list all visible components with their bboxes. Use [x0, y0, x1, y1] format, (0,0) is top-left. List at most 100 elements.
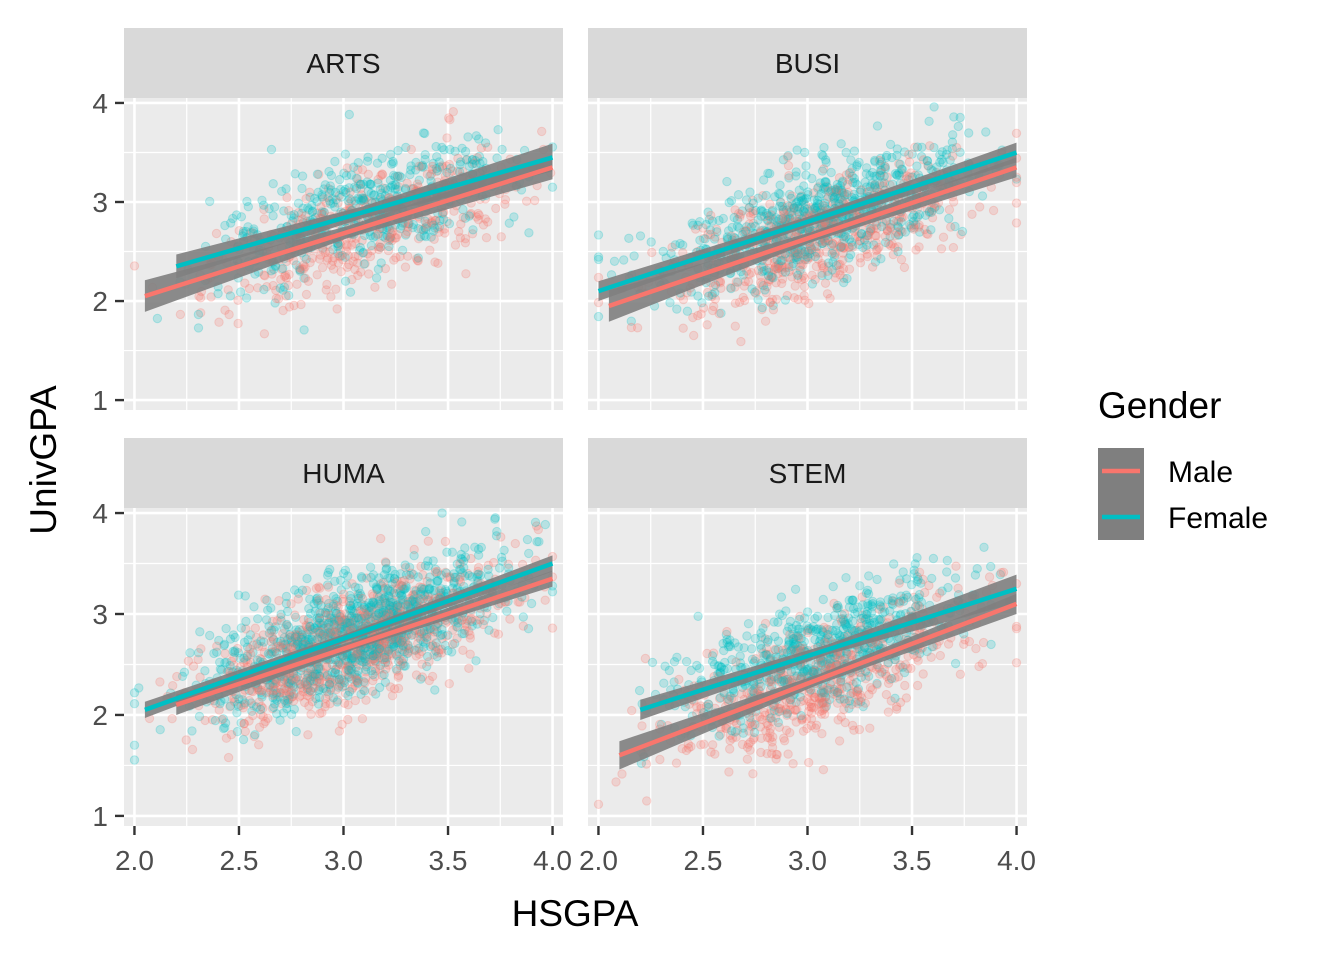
data-point [331, 600, 342, 611]
data-point [372, 584, 382, 595]
data-point [360, 609, 370, 619]
data-point [249, 602, 259, 612]
data-point [823, 186, 834, 196]
data-point [232, 708, 242, 718]
data-point [811, 261, 822, 272]
data-point [346, 668, 357, 679]
data-point [427, 161, 438, 172]
data-point [409, 585, 420, 595]
data-point [288, 637, 298, 648]
data-point [347, 658, 357, 669]
data-point [442, 133, 452, 143]
data-point [858, 242, 868, 253]
data-point [852, 179, 862, 190]
data-point [187, 726, 197, 736]
data-point [733, 277, 743, 287]
data-point [835, 265, 845, 276]
data-point [798, 260, 808, 270]
data-point [366, 656, 376, 667]
data-point [837, 238, 847, 249]
data-point [305, 594, 315, 604]
data-point [870, 171, 880, 181]
data-point [436, 570, 446, 580]
data-point [823, 258, 834, 268]
data-point [314, 677, 324, 687]
data-point [379, 646, 390, 656]
data-point [955, 147, 965, 158]
data-point [849, 189, 859, 200]
data-point [413, 234, 424, 244]
data-point [804, 246, 814, 256]
data-point [422, 661, 432, 672]
data-point [325, 564, 335, 575]
data-point [345, 660, 356, 671]
data-point [387, 594, 397, 604]
data-point [315, 664, 325, 674]
data-point [331, 664, 341, 675]
data-point [300, 273, 311, 283]
data-point [368, 600, 379, 610]
data-point [427, 164, 438, 175]
data-point [350, 680, 360, 691]
data-point [331, 606, 341, 616]
data-point [760, 285, 770, 295]
data-point [401, 581, 411, 591]
strip-background [124, 438, 563, 508]
data-point [288, 696, 299, 706]
data-point [659, 678, 669, 688]
data-point [758, 280, 769, 291]
data-point [848, 242, 858, 252]
data-point [413, 253, 423, 263]
data-point [394, 171, 405, 181]
data-point [742, 631, 752, 641]
data-point [667, 242, 677, 252]
data-point [345, 194, 355, 204]
data-point [705, 229, 716, 240]
data-point [770, 192, 780, 202]
data-point [756, 277, 766, 288]
data-point [375, 596, 385, 606]
data-point [450, 146, 460, 157]
data-point [362, 156, 373, 166]
data-point [426, 169, 437, 179]
data-point [325, 181, 335, 191]
data-point [647, 657, 658, 668]
data-point [484, 625, 494, 635]
data-point [181, 735, 191, 745]
data-point [773, 268, 783, 279]
data-point [246, 649, 256, 659]
data-point [817, 268, 827, 278]
data-point [205, 196, 215, 207]
data-point [792, 201, 803, 212]
data-point [341, 187, 351, 198]
data-point [390, 184, 400, 194]
data-point [842, 179, 852, 190]
data-point [392, 635, 402, 645]
y-tick-label: 4 [92, 88, 108, 119]
data-point [880, 231, 890, 242]
data-point [449, 572, 460, 582]
data-point [260, 716, 271, 727]
data-point [315, 250, 326, 260]
data-point [167, 714, 177, 724]
data-point [437, 508, 447, 518]
data-point [476, 143, 487, 153]
data-point [936, 244, 947, 254]
data-point [323, 677, 333, 687]
data-point [330, 187, 341, 198]
data-point [698, 303, 709, 313]
data-point [375, 242, 386, 253]
data-point [698, 223, 708, 233]
data-point [695, 235, 705, 245]
data-point [838, 264, 849, 274]
data-point [335, 174, 345, 185]
data-point [433, 575, 443, 586]
data-point [353, 193, 363, 203]
data-point [328, 693, 338, 703]
data-point [909, 224, 919, 234]
data-point [323, 605, 333, 615]
data-point [977, 191, 988, 201]
data-point [833, 260, 843, 270]
data-point [872, 574, 882, 585]
